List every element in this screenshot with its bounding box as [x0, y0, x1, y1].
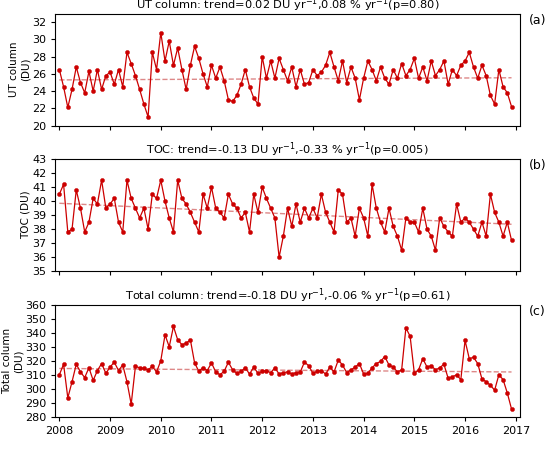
Text: (a): (a) [529, 14, 546, 27]
Title: TOC: trend=-0.13 DU yr$^{-1}$,-0.33 % yr$^{-1}$(p=0.005): TOC: trend=-0.13 DU yr$^{-1}$,-0.33 % yr… [146, 140, 429, 159]
Text: (b): (b) [529, 159, 547, 172]
Y-axis label: Total column
(DU): Total column (DU) [2, 328, 24, 394]
Title: UT column: trend=0.02 DU yr$^{-1}$,0.08 % yr$^{-1}$(p=0.80): UT column: trend=0.02 DU yr$^{-1}$,0.08 … [136, 0, 439, 14]
Title: Total column: trend=-0.18 DU yr$^{-1}$,-0.06 % yr$^{-1}$(p=0.61): Total column: trend=-0.18 DU yr$^{-1}$,-… [125, 286, 450, 305]
Text: (c): (c) [529, 305, 546, 318]
Y-axis label: UT column
(DU): UT column (DU) [9, 42, 30, 97]
Y-axis label: TOC (DU): TOC (DU) [20, 191, 30, 240]
